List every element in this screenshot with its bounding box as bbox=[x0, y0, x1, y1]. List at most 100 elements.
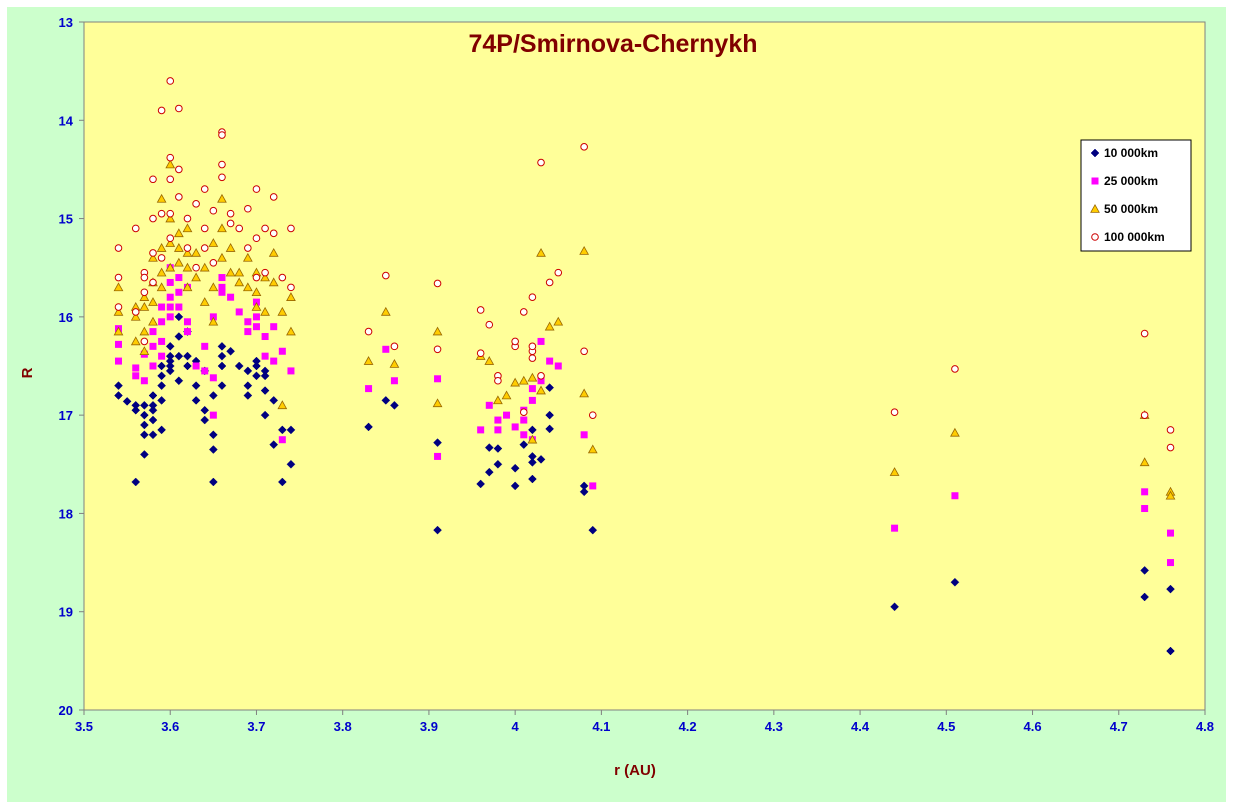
data-point bbox=[157, 254, 166, 262]
y-tick-label: 15 bbox=[59, 212, 73, 227]
data-point bbox=[1165, 490, 1176, 500]
data-point bbox=[519, 408, 528, 416]
data-point bbox=[579, 388, 590, 398]
data-points bbox=[113, 77, 1176, 656]
data-point bbox=[166, 77, 175, 85]
data-point bbox=[208, 282, 219, 292]
legend-marker bbox=[1091, 233, 1099, 241]
data-point bbox=[484, 443, 494, 452]
data-point bbox=[518, 375, 529, 385]
data-point bbox=[131, 405, 141, 415]
data-point bbox=[278, 273, 287, 282]
data-point bbox=[252, 371, 261, 381]
data-point bbox=[157, 371, 166, 381]
data-point bbox=[140, 337, 149, 346]
data-point bbox=[1140, 566, 1149, 575]
data-point bbox=[363, 356, 374, 365]
data-point bbox=[390, 377, 398, 385]
data-point bbox=[1166, 646, 1175, 656]
data-point bbox=[200, 224, 209, 233]
data-point bbox=[175, 274, 183, 282]
data-point bbox=[217, 252, 227, 262]
data-point bbox=[951, 492, 959, 500]
data-point bbox=[157, 361, 166, 371]
data-point bbox=[131, 477, 141, 487]
data-point bbox=[113, 306, 124, 316]
y-tick-label: 18 bbox=[59, 506, 73, 521]
data-point bbox=[132, 372, 140, 380]
data-point bbox=[1166, 443, 1175, 452]
data-point bbox=[175, 193, 183, 201]
data-point bbox=[234, 277, 245, 287]
data-point bbox=[494, 426, 502, 434]
y-tick-label: 14 bbox=[59, 113, 74, 128]
data-point bbox=[260, 306, 270, 316]
data-point bbox=[519, 308, 528, 316]
data-point bbox=[252, 273, 261, 282]
data-point bbox=[268, 277, 279, 287]
y-tick-label: 17 bbox=[59, 408, 73, 423]
data-point bbox=[208, 430, 218, 440]
data-point bbox=[148, 415, 158, 425]
data-point bbox=[432, 398, 443, 408]
data-point bbox=[131, 308, 140, 316]
data-point bbox=[139, 302, 150, 311]
data-point bbox=[269, 229, 278, 238]
data-point bbox=[148, 316, 158, 326]
data-point bbox=[183, 318, 191, 326]
data-point bbox=[173, 228, 184, 238]
legend-label: 50 000km bbox=[1104, 202, 1158, 216]
data-point bbox=[166, 234, 175, 243]
data-point bbox=[261, 333, 269, 341]
data-point bbox=[199, 297, 210, 306]
data-point bbox=[269, 396, 279, 405]
data-point bbox=[278, 347, 286, 355]
x-tick-label: 3.9 bbox=[420, 719, 438, 734]
data-point bbox=[544, 321, 555, 331]
data-point bbox=[528, 457, 537, 467]
legend: 10 000km 25 000km 50 000km 100 000km bbox=[1080, 139, 1192, 252]
data-point bbox=[149, 175, 157, 184]
data-point bbox=[545, 278, 554, 287]
data-point bbox=[209, 259, 218, 267]
data-point bbox=[191, 247, 201, 257]
x-tick-label: 3.5 bbox=[75, 719, 93, 734]
data-point bbox=[149, 362, 157, 370]
y-tick-label: 13 bbox=[59, 15, 73, 30]
data-point bbox=[182, 262, 193, 272]
data-point bbox=[536, 247, 546, 257]
data-point bbox=[139, 346, 150, 356]
data-point bbox=[149, 342, 157, 350]
data-point bbox=[554, 362, 562, 370]
data-point bbox=[891, 524, 899, 532]
data-point bbox=[433, 279, 442, 288]
data-point bbox=[165, 356, 175, 366]
data-point bbox=[191, 381, 201, 391]
x-tick-label: 4.3 bbox=[765, 719, 783, 734]
legend-marker bbox=[1091, 177, 1099, 185]
data-point bbox=[183, 244, 192, 252]
data-point bbox=[260, 366, 270, 376]
data-point bbox=[382, 271, 390, 280]
legend-label: 25 000km bbox=[1104, 174, 1158, 188]
data-point bbox=[476, 479, 486, 489]
data-point bbox=[243, 391, 253, 400]
data-point bbox=[114, 391, 123, 400]
data-point bbox=[242, 282, 253, 292]
data-point bbox=[889, 467, 900, 476]
data-point bbox=[114, 340, 122, 348]
data-point bbox=[528, 452, 537, 461]
data-point bbox=[114, 381, 123, 391]
data-point bbox=[252, 234, 261, 243]
data-point bbox=[579, 481, 589, 491]
data-point bbox=[1141, 488, 1149, 496]
data-point bbox=[1140, 329, 1149, 338]
data-point bbox=[165, 366, 175, 376]
data-point bbox=[260, 272, 270, 282]
data-point bbox=[183, 351, 192, 361]
data-point bbox=[244, 328, 252, 336]
data-point bbox=[260, 410, 270, 420]
data-point bbox=[149, 328, 157, 336]
data-point bbox=[494, 376, 502, 385]
data-point bbox=[1140, 592, 1149, 602]
